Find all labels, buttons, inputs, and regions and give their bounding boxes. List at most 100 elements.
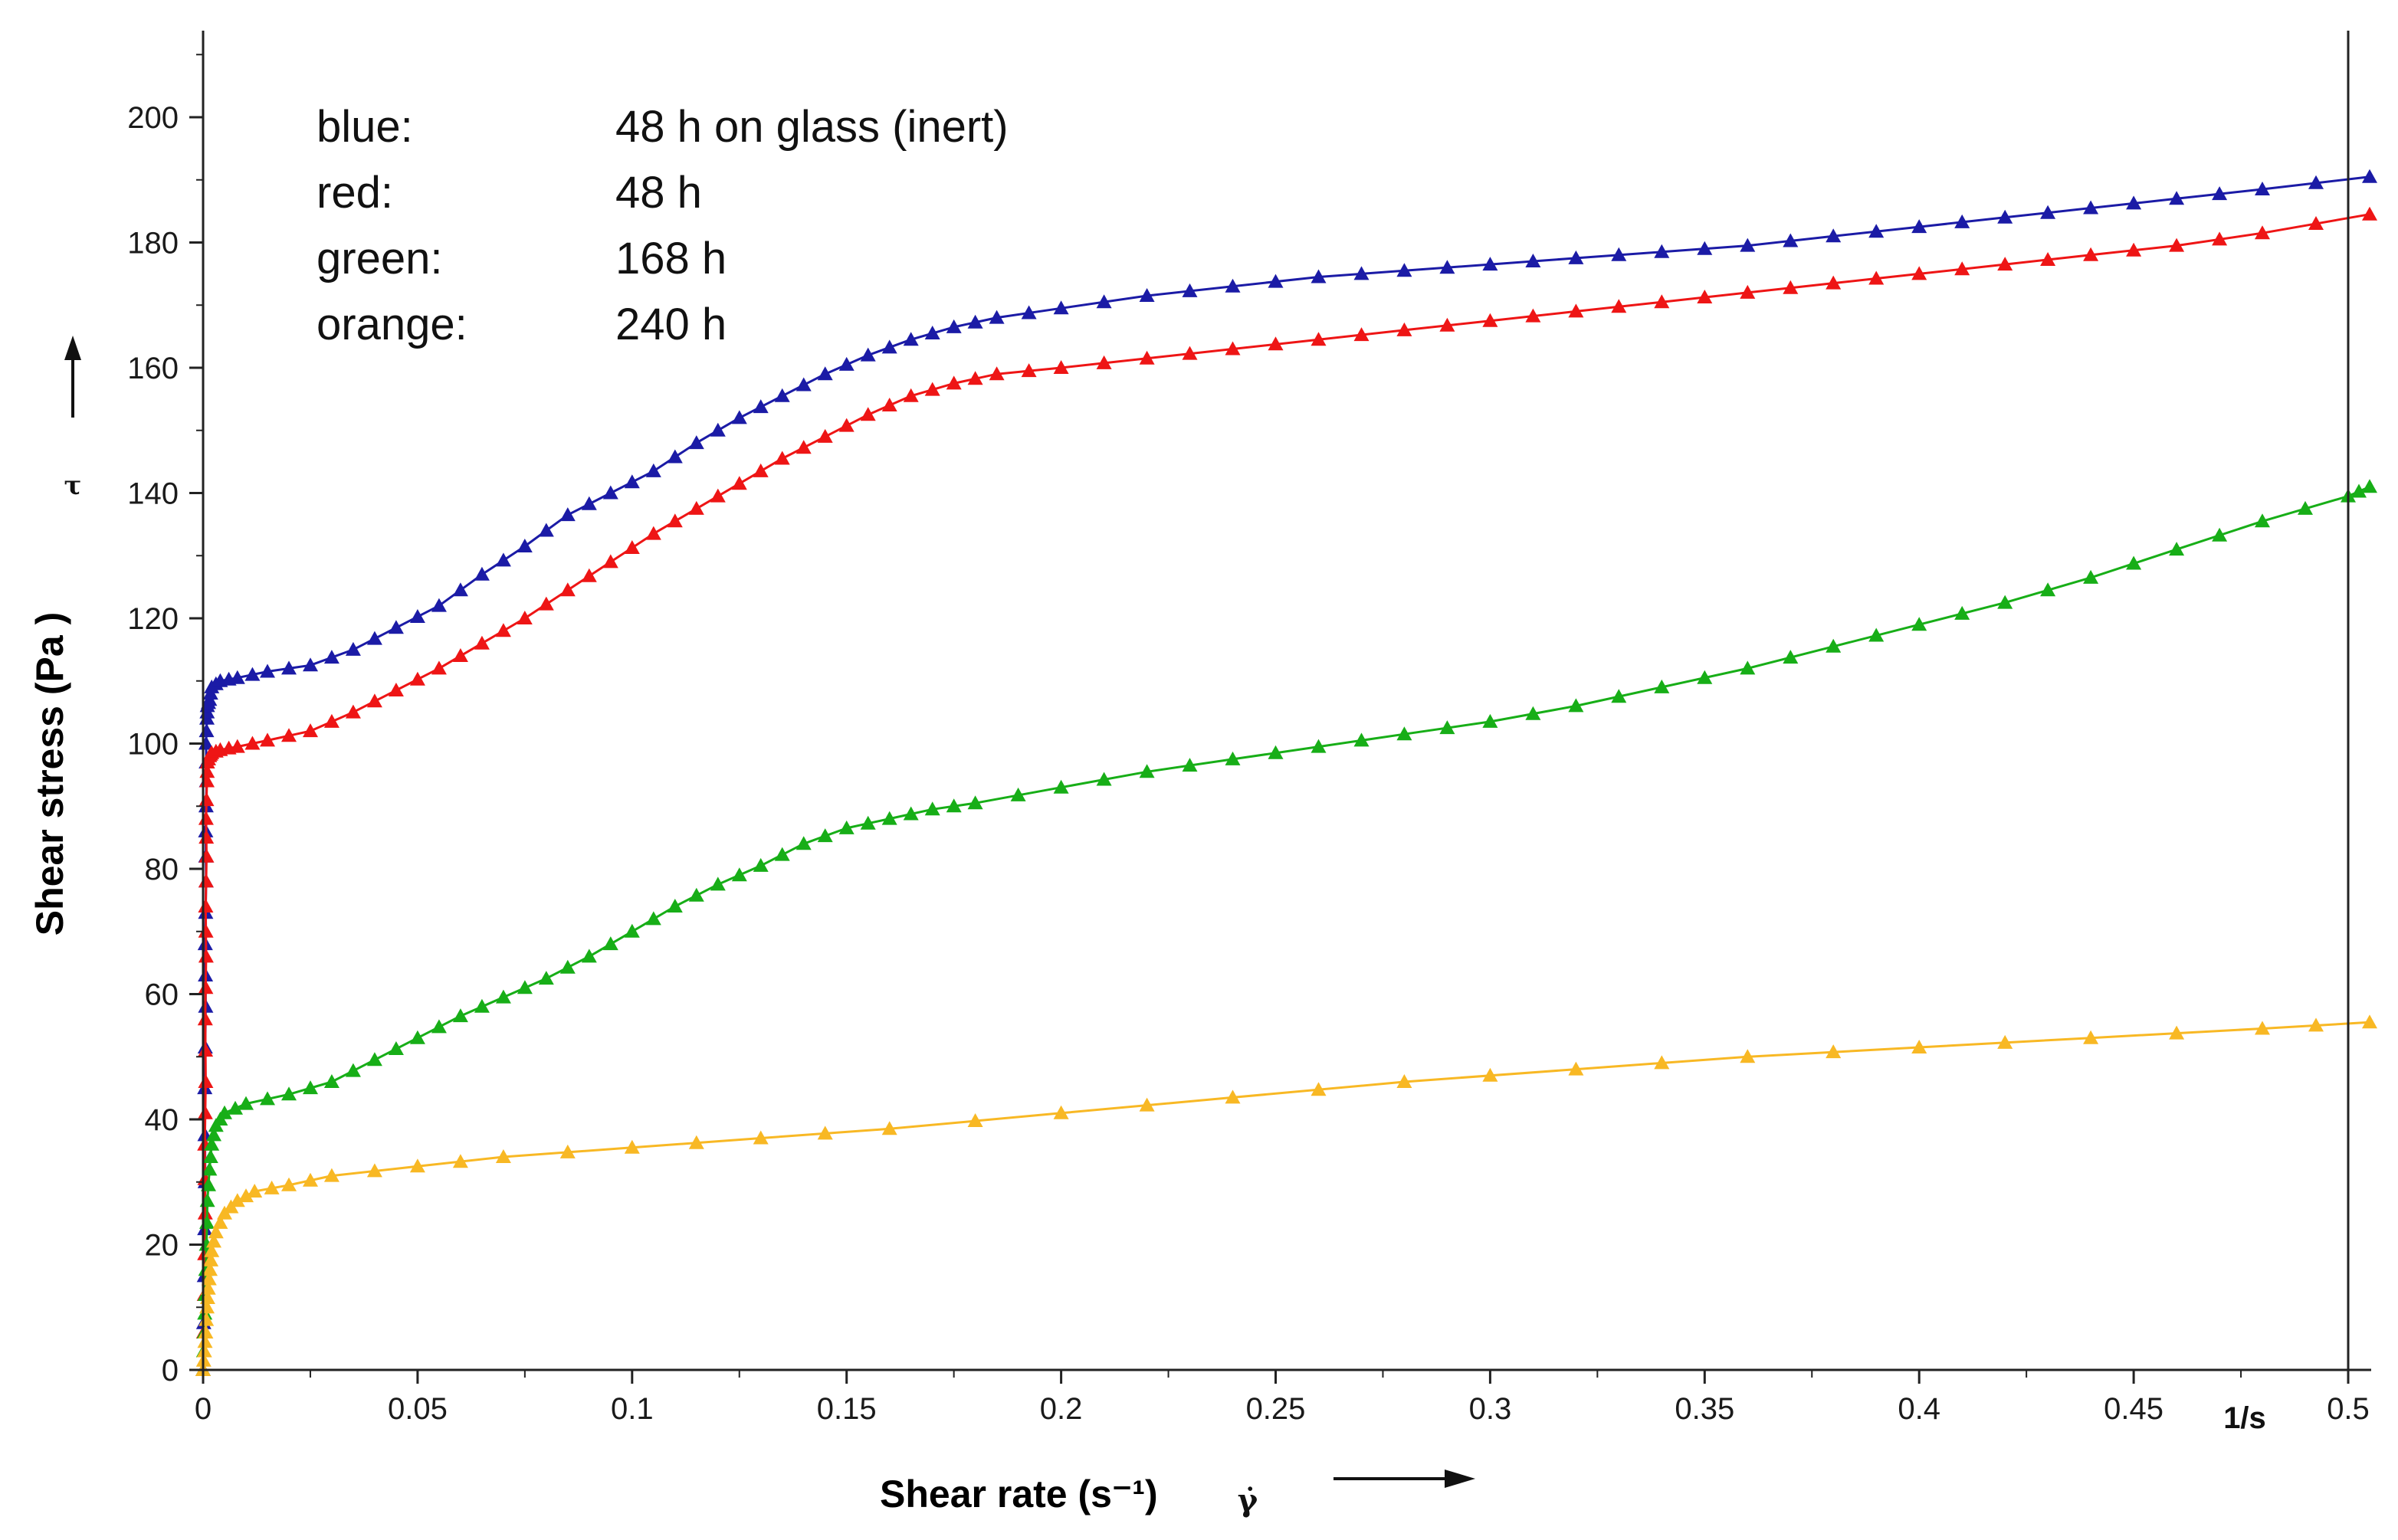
marker-green-22 (323, 1074, 340, 1088)
marker-blue-46 (559, 507, 576, 522)
marker-green-62 (1396, 726, 1412, 741)
marker-red-80 (1568, 303, 1584, 318)
marker-green-58 (1225, 751, 1241, 765)
marker-green-24 (366, 1052, 382, 1067)
marker-blue-59 (838, 356, 855, 371)
marker-green-79 (2126, 555, 2142, 570)
marker-red-86 (1826, 275, 1842, 290)
marker-orange-30 (624, 1139, 640, 1154)
marker-red-58 (817, 428, 833, 443)
marker-orange-29 (559, 1144, 576, 1158)
marker-blue-76 (1396, 263, 1412, 277)
marker-blue-56 (774, 388, 790, 402)
marker-red-54 (731, 476, 747, 490)
marker-blue-64 (946, 319, 962, 333)
marker-orange-41 (1482, 1067, 1498, 1082)
marker-orange-22 (281, 1177, 297, 1191)
marker-red-88 (1911, 266, 1927, 280)
marker-red-7 (197, 1105, 213, 1119)
marker-blue-53 (710, 422, 726, 437)
y-tick-label-4: 80 (145, 853, 179, 886)
marker-blue-52 (688, 435, 704, 450)
marker-red-18 (198, 811, 214, 825)
marker-green-25 (388, 1041, 404, 1055)
marker-red-78 (1482, 313, 1498, 327)
marker-orange-15 (212, 1214, 228, 1229)
marker-orange-48 (2083, 1030, 2099, 1044)
x-tick-label-8: 0.4 (1898, 1392, 1940, 1426)
series-orange (195, 1014, 2377, 1376)
marker-green-81 (2212, 527, 2228, 542)
marker-green-82 (2255, 513, 2270, 528)
marker-orange-38 (1225, 1089, 1241, 1104)
x-tick-label-0: 0 (195, 1392, 212, 1426)
series-red (195, 206, 2377, 1376)
marker-green-11 (202, 1149, 218, 1163)
y-tick-label-10: 200 (127, 101, 179, 135)
marker-blue-50 (645, 463, 661, 477)
marker-red-33 (281, 728, 297, 742)
marker-red-48 (602, 554, 618, 568)
marker-green-29 (474, 998, 490, 1013)
marker-red-95 (2212, 231, 2228, 246)
marker-orange-40 (1396, 1074, 1412, 1088)
x-axis-title: Shear rate (s⁻¹) (880, 1473, 1158, 1515)
marker-blue-73 (1268, 274, 1284, 288)
marker-red-4 (197, 1205, 213, 1220)
marker-red-81 (1611, 299, 1627, 313)
marker-green-20 (281, 1086, 297, 1101)
marker-red-73 (1268, 336, 1284, 351)
marker-red-8 (198, 1074, 214, 1088)
marker-blue-79 (1525, 254, 1541, 267)
marker-blue-86 (1826, 228, 1842, 243)
marker-green-53 (1010, 787, 1026, 801)
y-tick-label-0: 0 (162, 1354, 179, 1388)
marker-blue-81 (1611, 247, 1627, 261)
marker-green-75 (1954, 605, 1970, 620)
marker-blue-39 (409, 609, 425, 623)
marker-green-45 (817, 828, 833, 843)
marker-orange-52 (2362, 1014, 2377, 1029)
marker-green-32 (538, 971, 554, 985)
marker-red-70 (1139, 350, 1155, 365)
marker-blue-75 (1353, 266, 1370, 280)
marker-red-92 (2083, 247, 2099, 261)
marker-blue-65 (967, 314, 983, 329)
marker-orange-23 (303, 1172, 318, 1187)
marker-red-96 (2255, 225, 2270, 240)
marker-green-47 (860, 815, 876, 830)
marker-blue-63 (924, 326, 940, 339)
y-tick-label-8: 160 (127, 352, 179, 385)
marker-orange-8 (200, 1280, 216, 1295)
marker-orange-21 (264, 1180, 280, 1194)
marker-red-39 (409, 671, 425, 686)
legend-key-blue: blue: (317, 102, 413, 152)
marker-red-47 (581, 568, 597, 582)
marker-orange-31 (688, 1135, 704, 1149)
marker-green-60 (1311, 739, 1327, 753)
marker-orange-39 (1311, 1082, 1327, 1096)
marker-red-43 (495, 623, 511, 637)
marker-green-86 (2362, 479, 2377, 493)
marker-green-13 (206, 1127, 221, 1142)
y-axis-title: Shear stress (Pa ) (28, 612, 71, 935)
marker-blue-34 (303, 657, 318, 672)
marker-red-38 (388, 683, 404, 696)
marker-green-23 (345, 1063, 361, 1077)
marker-blue-71 (1182, 283, 1198, 297)
marker-green-34 (581, 949, 597, 963)
marker-blue-90 (1997, 209, 2013, 224)
y-tick-label-2: 40 (145, 1103, 179, 1137)
marker-red-53 (710, 488, 726, 503)
marker-blue-43 (495, 552, 511, 567)
marker-blue-67 (1021, 305, 1037, 319)
marker-orange-4 (198, 1325, 214, 1338)
marker-green-41 (731, 867, 747, 882)
marker-red-65 (967, 371, 983, 385)
marker-blue-19 (198, 723, 215, 738)
marker-blue-38 (388, 620, 404, 634)
marker-blue-44 (517, 539, 533, 552)
marker-green-72 (1826, 638, 1842, 653)
marker-blue-66 (989, 310, 1005, 324)
marker-blue-93 (2126, 195, 2142, 210)
